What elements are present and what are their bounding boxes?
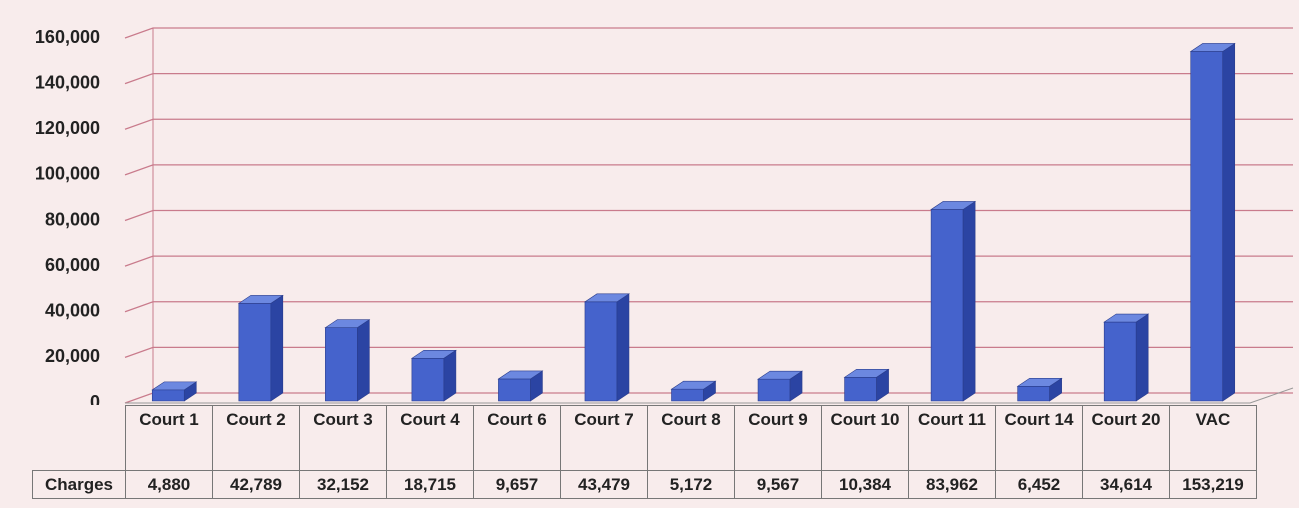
bar-front bbox=[325, 327, 358, 402]
bar bbox=[843, 368, 890, 402]
bar-side bbox=[270, 294, 284, 402]
value-label: 10,384 bbox=[821, 470, 909, 499]
value-label: 42,789 bbox=[212, 470, 300, 499]
bar-top bbox=[843, 369, 890, 378]
bar-top bbox=[1189, 43, 1236, 52]
bar bbox=[670, 380, 717, 402]
bar bbox=[410, 349, 457, 402]
y-tick-label: 120,000 bbox=[35, 118, 100, 138]
bar-front bbox=[584, 301, 618, 402]
bar bbox=[1103, 313, 1150, 402]
category-row: Court 1 Court 2 Court 3 Court 4 Court 6 Court… bbox=[33, 405, 1257, 471]
series-name: Charges bbox=[32, 470, 126, 499]
data-table: Court 1 Court 2 Court 3 Court 4 Court 6 Court… bbox=[32, 405, 1257, 499]
bar-top bbox=[757, 370, 804, 380]
bar bbox=[324, 319, 371, 402]
value-label: 43,479 bbox=[560, 470, 648, 499]
bar-front bbox=[1017, 385, 1050, 402]
bar bbox=[583, 293, 630, 402]
grid-line bbox=[124, 209, 1293, 222]
bar bbox=[497, 370, 544, 402]
y-tick-label: 140,000 bbox=[35, 72, 100, 92]
bar-front bbox=[930, 209, 964, 402]
grid-line bbox=[124, 72, 1293, 85]
value-label: 18,715 bbox=[386, 470, 474, 499]
chart: 0 20,000 40,000 60,000 80,000 100,000 120,000 1… bbox=[35, 27, 1294, 405]
value-label: 9,657 bbox=[473, 470, 561, 499]
grid-line bbox=[124, 164, 1293, 176]
bar-top bbox=[1103, 313, 1150, 323]
bar-front bbox=[498, 378, 531, 402]
category-label: Court 7 bbox=[560, 405, 648, 471]
bar bbox=[1189, 42, 1236, 402]
bar bbox=[757, 370, 804, 402]
corner bbox=[33, 406, 126, 471]
value-label: 153,219 bbox=[1169, 470, 1257, 499]
bar-top bbox=[410, 350, 457, 359]
bar-top bbox=[324, 319, 371, 328]
grid-line bbox=[124, 118, 1293, 130]
bar-top bbox=[497, 370, 544, 380]
bar bbox=[1016, 377, 1063, 402]
category-label: Court 9 bbox=[734, 405, 822, 471]
category-label: Court 6 bbox=[473, 405, 561, 471]
bar-front bbox=[1103, 321, 1137, 402]
bar-front bbox=[1190, 51, 1224, 402]
grid-line bbox=[124, 255, 1293, 267]
bar-front bbox=[671, 388, 704, 402]
value-label: 83,962 bbox=[908, 470, 996, 499]
category-label: Court 2 bbox=[212, 405, 300, 471]
y-tick-label: 60,000 bbox=[45, 255, 100, 275]
category-label: Court 4 bbox=[386, 405, 474, 471]
grid-line bbox=[124, 301, 1293, 313]
value-label: 5,172 bbox=[647, 470, 735, 499]
value-label: 6,452 bbox=[995, 470, 1083, 499]
category-label: Court 1 bbox=[125, 405, 213, 471]
category-label: Court 11 bbox=[908, 405, 996, 471]
bar-top bbox=[151, 381, 198, 391]
bar-front bbox=[844, 377, 877, 402]
grid-line bbox=[124, 27, 1293, 39]
bar-top bbox=[237, 295, 284, 304]
category-label: Court 10 bbox=[821, 405, 909, 471]
value-row: Charges 4,880 42,789 32,152 18,715 9,657 43,47… bbox=[32, 470, 1257, 499]
bar-front bbox=[151, 389, 185, 402]
y-tick-label: 20,000 bbox=[45, 346, 100, 366]
category-label: Court 14 bbox=[995, 405, 1083, 471]
category-label: Court 8 bbox=[647, 405, 735, 471]
value-label: 4,880 bbox=[125, 470, 213, 499]
y-tick-label: 100,000 bbox=[35, 164, 100, 184]
y-tick-label: 80,000 bbox=[45, 209, 100, 229]
bar-front bbox=[757, 378, 791, 402]
bar bbox=[930, 200, 977, 402]
bar-side bbox=[1135, 313, 1149, 402]
bar bbox=[237, 294, 284, 402]
bar-front bbox=[411, 358, 445, 402]
bar-top bbox=[930, 201, 977, 210]
bar-front bbox=[238, 303, 272, 402]
bar-top bbox=[670, 380, 717, 390]
y-tick-label: 0 bbox=[90, 392, 100, 405]
y-tick-label: 160,000 bbox=[35, 27, 100, 47]
value-label: 34,614 bbox=[1082, 470, 1170, 499]
bar-top bbox=[1016, 377, 1063, 387]
category-label: Court 20 bbox=[1082, 405, 1170, 471]
bar-side bbox=[357, 319, 370, 402]
y-tick-label: 40,000 bbox=[45, 301, 100, 321]
value-label: 32,152 bbox=[299, 470, 387, 499]
bar-side bbox=[443, 349, 457, 402]
value-label: 9,567 bbox=[734, 470, 822, 499]
bar bbox=[151, 381, 198, 402]
bar-side bbox=[616, 293, 630, 402]
bar-top bbox=[583, 293, 630, 303]
category-label: VAC bbox=[1169, 405, 1257, 471]
floor-edge bbox=[125, 387, 1294, 404]
category-label: Court 3 bbox=[299, 405, 387, 471]
bar-side bbox=[1222, 42, 1236, 402]
bar-side bbox=[962, 200, 976, 402]
